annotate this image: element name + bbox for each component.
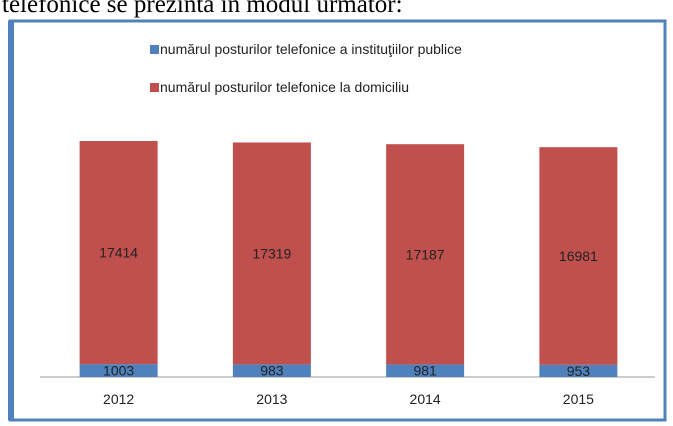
bar-segment [232, 364, 311, 377]
data-label: 981 [413, 363, 437, 379]
x-tick-label: 2013 [256, 391, 287, 407]
legend-label: numărul posturilor telefonice a instituţ… [160, 41, 462, 57]
x-tick-label: 2015 [563, 391, 594, 407]
data-label: 17319 [252, 245, 291, 261]
frame-edge [8, 21, 14, 420]
data-label: 1003 [103, 363, 134, 379]
bar-segment [79, 364, 158, 377]
legend-label: numărul posturilor telefonice la domicil… [160, 79, 409, 95]
data-label: 953 [567, 363, 591, 379]
bar-segment [539, 147, 618, 365]
legend-swatch [150, 83, 159, 92]
x-tick-label: 2012 [103, 391, 134, 407]
bar-segment [539, 364, 618, 377]
caption: telefonice se prezintă în modul următor: [2, 0, 403, 18]
data-label: 17414 [99, 245, 138, 261]
bar-segment [232, 142, 311, 365]
data-label: 16981 [559, 248, 598, 264]
bar-segment [79, 141, 158, 365]
x-tick-label: 2014 [410, 391, 441, 407]
bar-segment [386, 144, 465, 365]
data-label: 17187 [406, 246, 445, 262]
bar-segment [386, 364, 465, 377]
data-label: 983 [260, 363, 284, 379]
legend-swatch [150, 45, 159, 54]
